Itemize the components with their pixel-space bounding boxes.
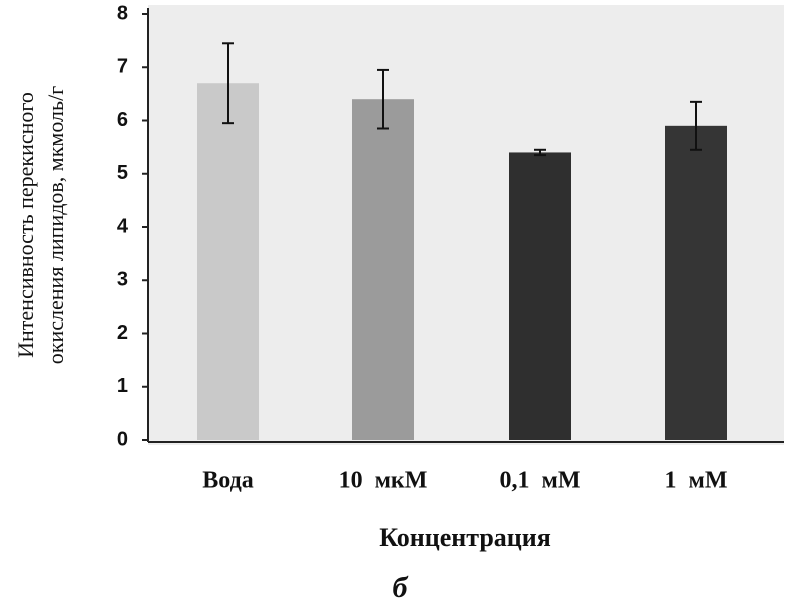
x-tick-label: 0,1 мМ bbox=[500, 468, 581, 494]
bar bbox=[352, 99, 414, 440]
bar bbox=[665, 125, 727, 440]
x-axis-label: Концентрация bbox=[379, 523, 551, 552]
y-tick-label: 7 bbox=[117, 56, 128, 78]
error-bar bbox=[690, 100, 702, 151]
error-bar bbox=[377, 68, 389, 130]
error-bar bbox=[534, 148, 546, 157]
error-bar bbox=[222, 42, 234, 125]
x-tick-label: 1 мМ bbox=[665, 468, 728, 494]
bar bbox=[509, 152, 571, 440]
y-tick-label: 5 bbox=[117, 162, 128, 184]
caption: б bbox=[393, 571, 409, 604]
y-axis-label: Интенсивность перекисного bbox=[13, 92, 38, 358]
y-tick-label: 0 bbox=[117, 428, 128, 450]
x-tick-label: 10 мкМ bbox=[339, 468, 428, 494]
y-tick-label: 6 bbox=[117, 109, 128, 131]
y-tick-label: 1 bbox=[117, 375, 128, 397]
y-tick-label: 8 bbox=[117, 2, 128, 24]
y-tick-label: 2 bbox=[117, 322, 128, 344]
x-tick-label: Вода bbox=[202, 468, 253, 494]
y-axis-label: окисления липидов, мкмоль/г bbox=[43, 86, 68, 364]
y-tick-label: 3 bbox=[117, 269, 128, 291]
bar bbox=[197, 83, 259, 440]
y-tick-label: 4 bbox=[117, 215, 129, 237]
